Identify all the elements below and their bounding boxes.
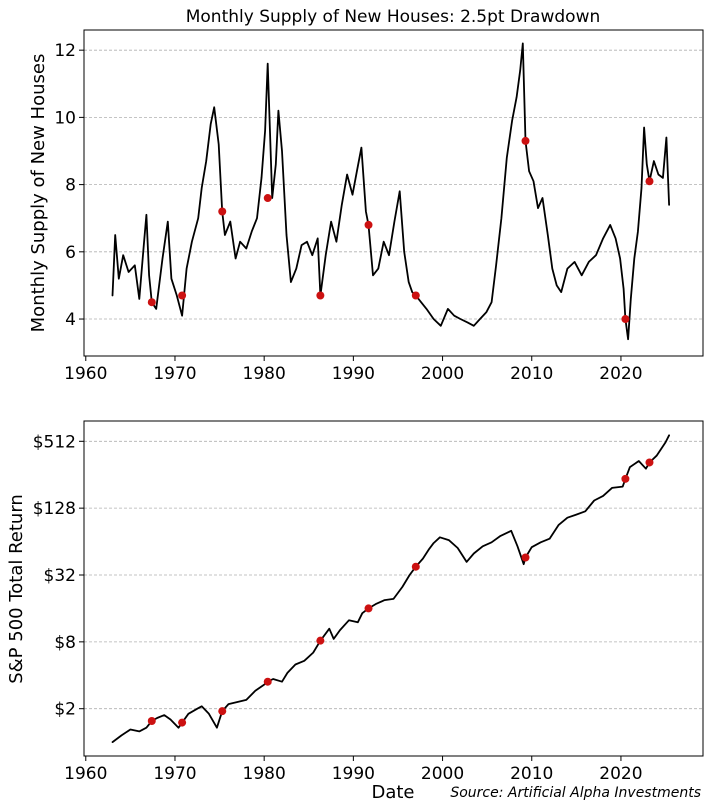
top-chart-drawdown-marker: [263, 194, 272, 203]
top-chart-panel: Monthly Supply of New Houses: 2.5pt Draw…: [28, 7, 704, 384]
bottom-chart-gridlines: [84, 440, 703, 710]
bottom-chart-drawdown-marker: [263, 677, 272, 686]
bottom-chart-drawdown-marker: [316, 636, 325, 645]
top-chart-drawdown-marker: [147, 298, 156, 307]
top-chart-drawdown-marker: [218, 207, 227, 216]
bottom-chart-panel: S&P 500 Total Return $2 $8 $32 $128 $512 196…: [6, 420, 704, 803]
bottom-chart-y-tick-label: $128: [33, 499, 76, 519]
top-chart-markers: [147, 136, 654, 324]
top-chart-x-tick-label: 1960: [64, 364, 107, 384]
top-chart-drawdown-marker: [316, 291, 325, 300]
top-chart-series-line: [111, 42, 670, 341]
bottom-chart-x-tick-label: 1970: [153, 764, 196, 784]
bottom-chart-x-tick-label: 2010: [510, 764, 553, 784]
bottom-chart-drawdown-marker: [645, 458, 654, 467]
bottom-chart-y-tick-label: $2: [54, 700, 76, 720]
top-chart-x-tick-label: 1980: [243, 364, 286, 384]
top-chart-x-ticks: 1960 1970 1980 1990 2000 2010 2020: [64, 356, 643, 384]
bottom-chart-drawdown-marker: [621, 474, 630, 483]
bottom-chart-x-ticks: 1960 1970 1980 1990 2000 2010 2020: [64, 756, 643, 784]
top-chart-line-group: [111, 42, 670, 341]
bottom-chart-x-tick-label: 2000: [421, 764, 464, 784]
bottom-chart-y-tick-label: $512: [33, 432, 76, 452]
top-chart-x-tick-label: 2010: [510, 364, 553, 384]
top-chart-drawdown-marker: [645, 177, 654, 186]
bottom-chart-y-ticks: $2 $8 $32 $128 $512: [33, 432, 84, 720]
bottom-chart-drawdown-marker: [178, 718, 187, 727]
bottom-chart-y-axis-label: S&P 500 Total Return: [6, 494, 27, 684]
top-chart-drawdown-marker: [178, 291, 187, 300]
bottom-chart-markers: [147, 458, 654, 727]
source-note: Source: Artificial Alpha Investments: [450, 785, 701, 801]
top-chart-x-tick-label: 2020: [599, 364, 642, 384]
top-chart-x-tick-label: 1970: [153, 364, 196, 384]
bottom-chart-x-tick-label: 1960: [64, 764, 107, 784]
bottom-chart-series-line: [111, 434, 670, 743]
bottom-chart-drawdown-marker: [147, 716, 156, 725]
bottom-chart-drawdown-marker: [218, 707, 227, 716]
bottom-chart-y-tick-label: $8: [54, 633, 76, 653]
top-chart-x-tick-label: 2000: [421, 364, 464, 384]
bottom-chart-y-tick-label: $32: [44, 566, 76, 586]
top-chart-frame: [83, 29, 704, 357]
top-chart-x-tick-label: 1990: [332, 364, 375, 384]
top-chart-drawdown-marker: [411, 291, 420, 300]
top-chart-y-tick-label: 4: [65, 310, 76, 330]
bottom-chart-x-tick-label: 2020: [599, 764, 642, 784]
top-chart-drawdown-marker: [621, 315, 630, 324]
bottom-chart-drawdown-marker: [411, 562, 420, 571]
top-chart-y-axis-label: Monthly Supply of New Houses: [28, 54, 49, 333]
bottom-chart-drawdown-marker: [521, 553, 530, 562]
top-chart-y-tick-label: 6: [65, 243, 76, 263]
top-chart-drawdown-marker: [364, 220, 373, 229]
bottom-chart-x-axis-label: Date: [371, 782, 414, 803]
top-chart-gridlines: [84, 49, 703, 320]
top-chart-drawdown-marker: [521, 136, 530, 145]
bottom-chart-drawdown-marker: [364, 604, 373, 613]
top-chart-y-tick-label: 10: [54, 108, 76, 128]
top-chart-title: Monthly Supply of New Houses: 2.5pt Draw…: [186, 7, 601, 27]
bottom-chart-x-tick-label: 1980: [243, 764, 286, 784]
bottom-chart-x-tick-label: 1990: [332, 764, 375, 784]
top-chart-y-tick-label: 8: [65, 176, 76, 196]
bottom-chart-frame: [83, 420, 704, 757]
top-chart-y-tick-label: 12: [54, 41, 76, 61]
top-chart-y-ticks: 4 6 8 10 12: [54, 41, 84, 330]
bottom-chart-line-group: [111, 434, 670, 743]
